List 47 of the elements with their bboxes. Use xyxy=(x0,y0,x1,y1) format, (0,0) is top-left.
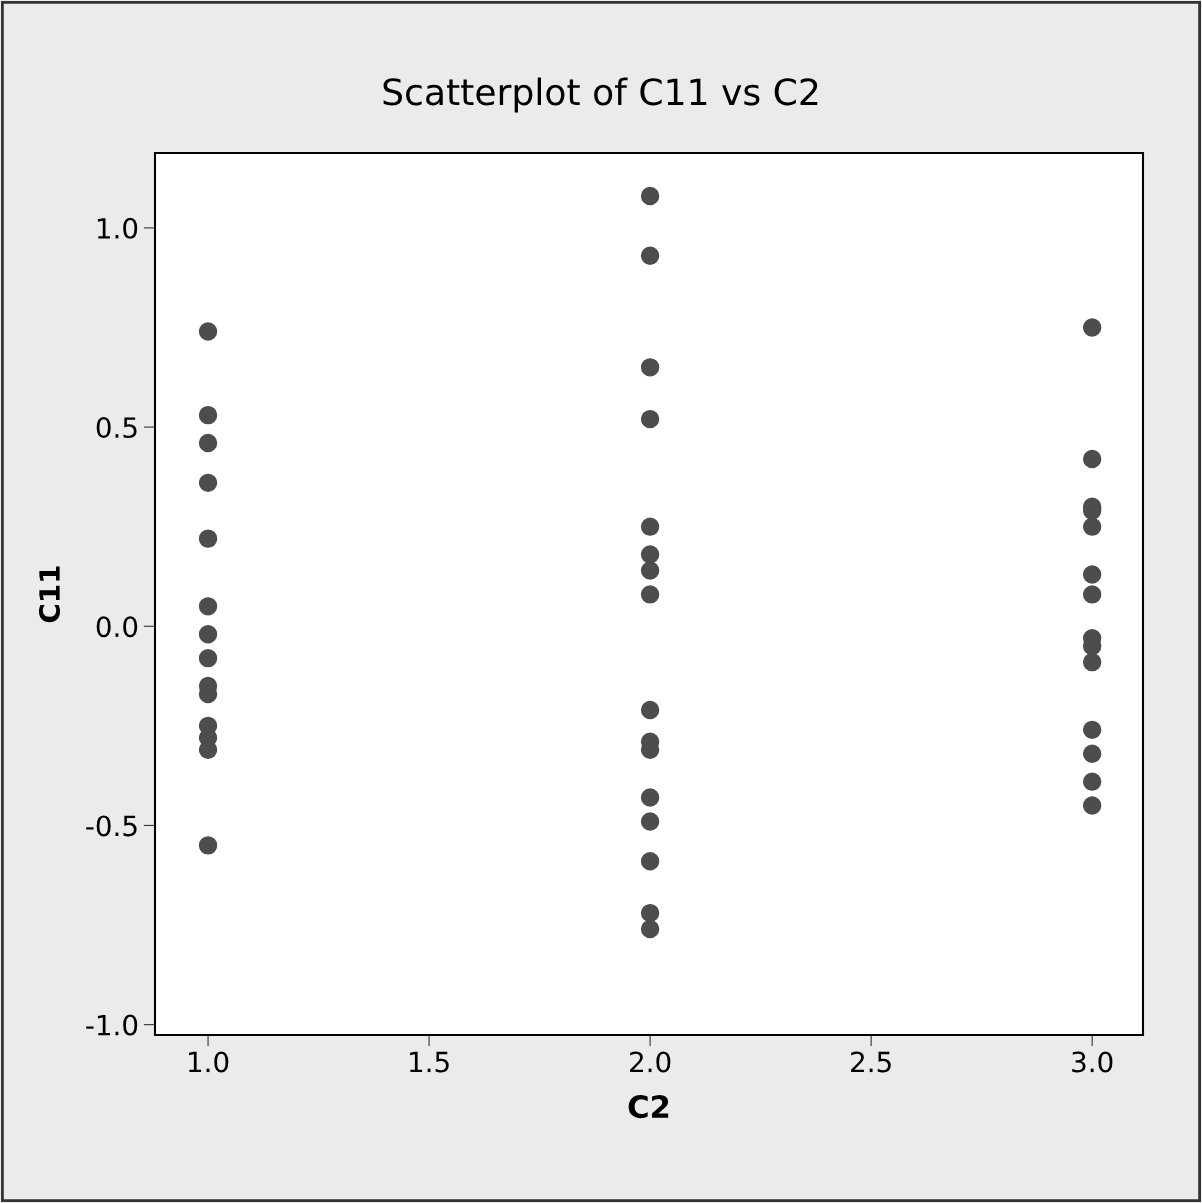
point xyxy=(198,405,218,425)
point xyxy=(198,473,218,493)
point xyxy=(640,700,660,720)
y-tick-label: 1.0 xyxy=(97,217,138,239)
y-tick-label: -1.0 xyxy=(86,1014,138,1036)
point xyxy=(1082,449,1102,469)
point xyxy=(1082,318,1102,337)
y-tick-label: -0.5 xyxy=(86,815,137,837)
point xyxy=(640,358,660,377)
point xyxy=(1082,652,1102,672)
y-axis-title: C11 xyxy=(38,566,60,623)
point xyxy=(198,625,218,644)
point xyxy=(1082,517,1102,536)
point xyxy=(640,903,660,923)
point xyxy=(640,585,660,604)
point xyxy=(640,919,660,939)
x-tick-label: 2.0 xyxy=(630,1051,671,1073)
y-tick-label: 0.5 xyxy=(96,417,137,439)
point xyxy=(640,409,660,429)
point xyxy=(1082,720,1102,740)
point xyxy=(198,836,218,855)
point xyxy=(640,788,660,807)
x-tick-label: 2.5 xyxy=(851,1051,891,1073)
point xyxy=(198,740,218,759)
point xyxy=(640,186,660,206)
point xyxy=(640,246,660,265)
x-tick-label: 1.5 xyxy=(410,1051,449,1073)
point xyxy=(198,597,218,616)
x-axis-title: C2 xyxy=(628,1095,669,1119)
point xyxy=(640,545,660,564)
point xyxy=(198,648,218,668)
point xyxy=(1082,585,1102,604)
point xyxy=(640,812,660,831)
point xyxy=(198,529,218,548)
point xyxy=(1082,565,1102,584)
point xyxy=(1082,796,1102,815)
point xyxy=(1082,772,1102,791)
point xyxy=(1082,744,1102,763)
point xyxy=(640,517,660,536)
x-tick-label: 3.0 xyxy=(1072,1051,1113,1073)
point xyxy=(198,322,218,341)
chart-title: Scatterplot of C11 vs C2 xyxy=(383,77,818,113)
x-tick-label: 1.0 xyxy=(189,1051,229,1073)
point xyxy=(640,852,660,871)
y-tick-label: 0.0 xyxy=(96,616,138,638)
point xyxy=(640,561,660,580)
point xyxy=(198,433,218,453)
